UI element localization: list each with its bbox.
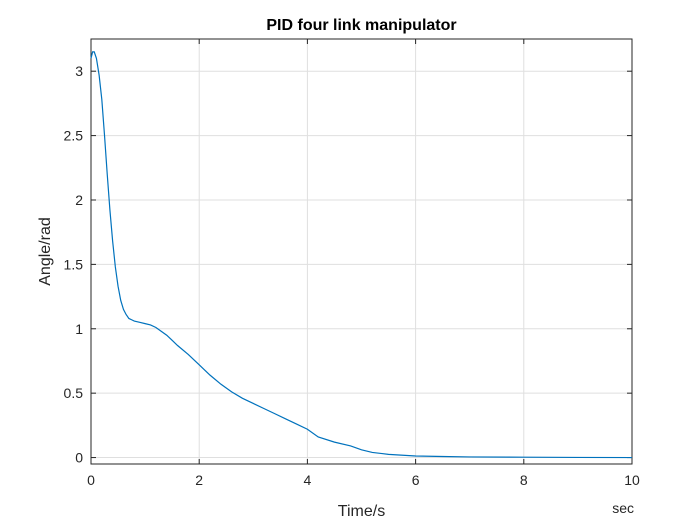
y-tick-label: 0 [75,450,83,466]
series-line [90,51,633,459]
x-axis-unit-label: sec [612,500,634,516]
y-tick-label: 2.5 [64,128,84,144]
x-tick-label: 8 [520,472,528,488]
y-tick-label: 1 [75,321,83,337]
y-tick-label: 2 [75,192,83,208]
y-axis-label: Angle/rad [37,217,54,286]
x-tick-label: 6 [412,472,420,488]
plot-area-background [91,39,632,464]
axes [90,38,633,465]
tick-labels: 0 2 4 6 8 10 0 0.5 1 1.5 2 2.5 3 [64,63,640,488]
y-tick-label: 3 [75,63,83,79]
ticks [90,39,633,464]
x-tick-label: 4 [304,472,312,488]
plot-frame [90,38,633,465]
x-tick-label: 0 [87,472,95,488]
x-tick-label: 10 [624,472,640,488]
x-tick-label: 2 [195,472,203,488]
y-tick-label: 0.5 [64,385,84,401]
y-tick-label: 1.5 [64,256,84,272]
x-axis-label: Time/s [338,503,385,520]
chart-title: PID four link manipulator [266,17,456,34]
